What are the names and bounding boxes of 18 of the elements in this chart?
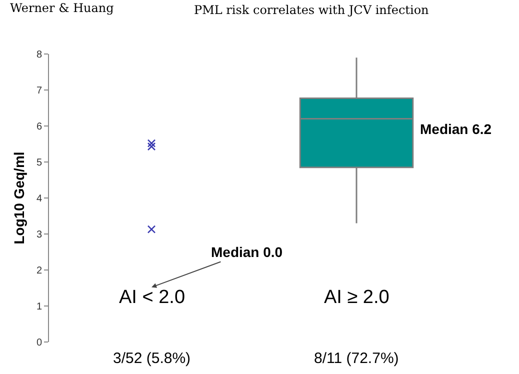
x-tick-label: AI ≥ 2.0 [324,287,390,308]
y-tick-label: 2 [36,266,42,276]
chart-title: PML risk correlates with JCV infection [194,3,430,18]
y-axis-title: Log10 Geq/ml [11,152,28,244]
y-tick-label: 4 [36,194,42,204]
annotation: Median 0.0 [211,244,283,260]
text: 3/52 (5.8%) [113,350,191,367]
y-tick-label: 3 [36,230,42,240]
y-tick-label: 8 [36,50,42,60]
y-tick-label: 5 [36,158,42,168]
y-tick-label: 0 [36,338,42,348]
text: Werner & Huang [10,1,114,15]
y-tick-label: 6 [36,122,42,132]
x-tick-label: AI < 2.0 [119,287,186,308]
annotation: Median 6.2 [420,121,492,137]
y-tick-label: 7 [36,86,42,96]
text: 8/11 (72.7%) [314,350,399,367]
y-tick-label: 1 [36,302,42,312]
